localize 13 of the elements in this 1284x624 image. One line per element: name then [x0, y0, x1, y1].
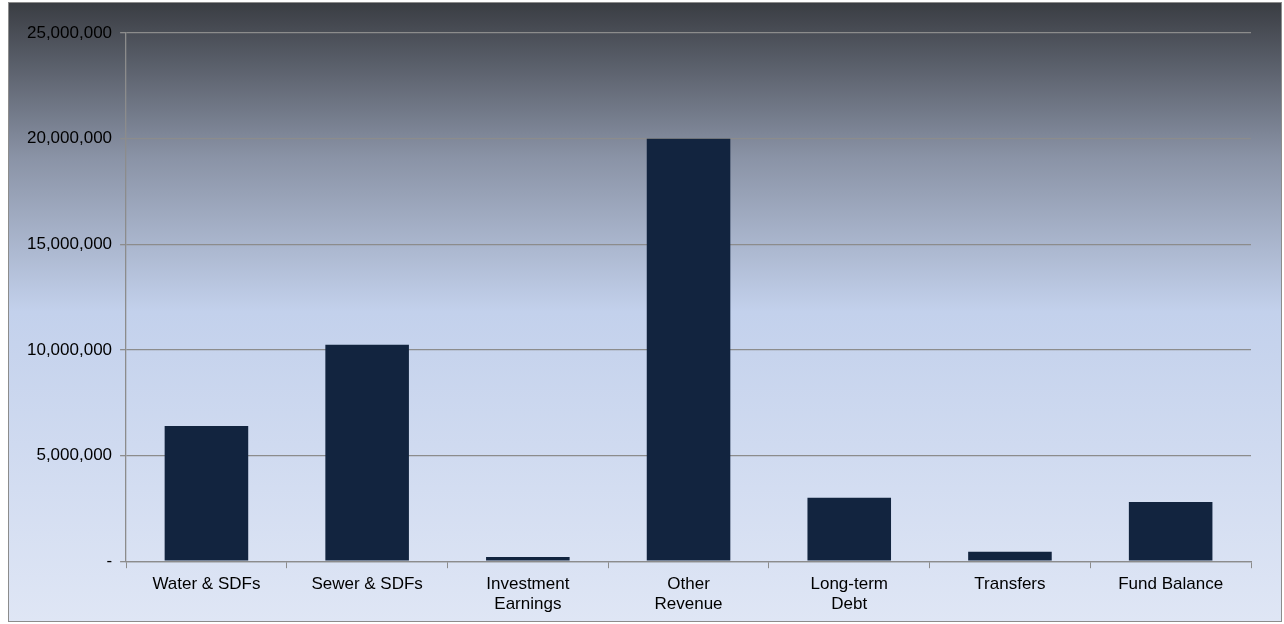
x-tick-label: Fund Balance — [1118, 574, 1224, 594]
y-tick-label: - — [106, 550, 113, 570]
x-tick-label: Transfers — [974, 574, 1046, 594]
x-tick-label: Investment Earnings — [486, 574, 570, 614]
y-tick-label: 20,000,000 — [26, 128, 113, 148]
x-tick-label: Water & SDFs — [152, 574, 261, 594]
x-tick-label: Sewer & SDFs — [311, 574, 423, 594]
y-tick-label: 15,000,000 — [26, 233, 113, 253]
x-tick-label: Other Revenue — [654, 574, 723, 614]
y-tick-label: 10,000,000 — [26, 339, 113, 359]
x-tick-label: Long-term Debt — [810, 574, 888, 614]
y-tick-label: 5,000,000 — [36, 445, 113, 465]
y-tick-label: 25,000,000 — [26, 22, 113, 42]
